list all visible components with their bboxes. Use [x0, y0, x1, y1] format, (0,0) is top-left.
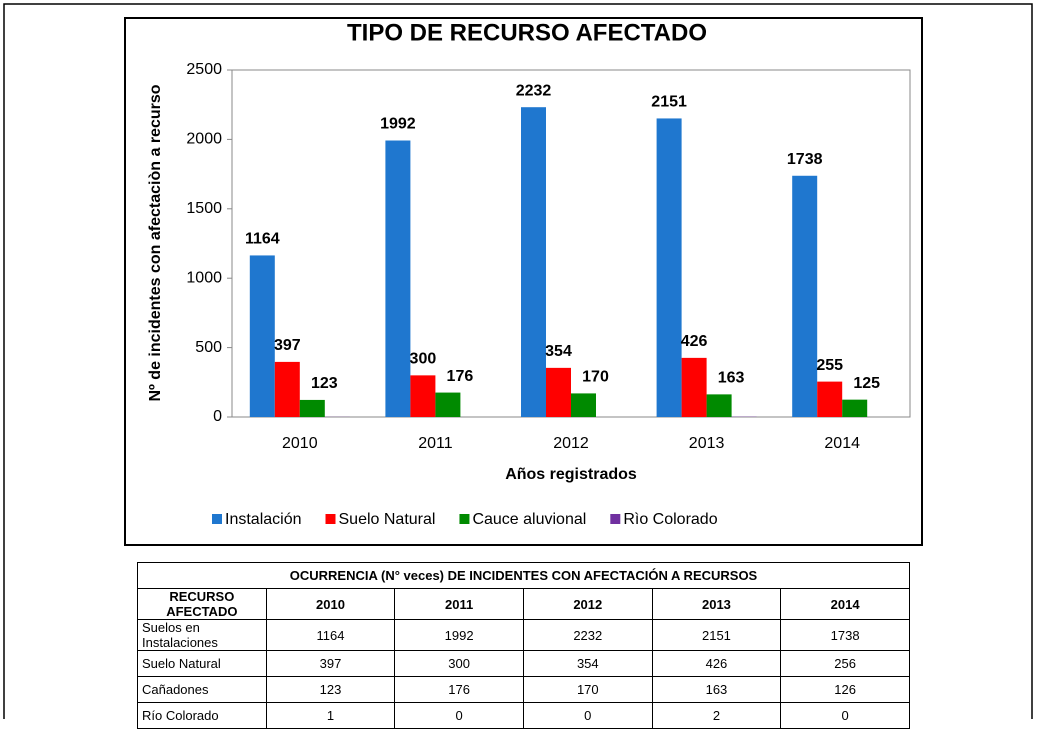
bar [521, 107, 546, 417]
table-cell: 176 [395, 677, 524, 703]
data-label: 1164 [245, 231, 280, 248]
bar [817, 382, 842, 417]
bar [275, 362, 300, 417]
data-label: 2151 [651, 94, 687, 111]
table-cell: 123 [266, 677, 395, 703]
data-label: 1992 [380, 116, 416, 133]
table-cell: 300 [395, 651, 524, 677]
table-cell: 2011 [395, 589, 524, 620]
table-row: OCURRENCIA (N° veces) DE INCIDENTES CON … [138, 563, 910, 589]
table-cell: 0 [523, 703, 652, 729]
x-tick-label: 2011 [418, 435, 453, 452]
y-tick-label: 500 [195, 339, 222, 356]
table-cell: 2012 [523, 589, 652, 620]
table-cell: 397 [266, 651, 395, 677]
bar [546, 368, 571, 417]
y-tick-label: 0 [213, 408, 222, 425]
table-cell: 2013 [652, 589, 781, 620]
table-cell: RECURSO AFECTADO [138, 589, 267, 620]
legend-label: Suelo Natural [339, 511, 436, 528]
y-tick-label: 2000 [186, 131, 222, 148]
legend-swatch [610, 514, 620, 524]
table-cell: OCURRENCIA (N° veces) DE INCIDENTES CON … [138, 563, 910, 589]
table-cell: 2232 [523, 620, 652, 651]
legend-swatch [326, 514, 336, 524]
table-cell: 163 [652, 677, 781, 703]
legend-label: Instalación [225, 511, 302, 528]
data-label: 125 [853, 375, 880, 392]
table-cell: 170 [523, 677, 652, 703]
legend-label: Rìo Colorado [623, 511, 717, 528]
table-cell: 126 [781, 677, 910, 703]
x-tick-label: 2014 [824, 435, 860, 452]
table-cell: 1738 [781, 620, 910, 651]
data-label: 1738 [787, 151, 823, 168]
table-cell: 2 [652, 703, 781, 729]
x-tick-label: 2010 [282, 435, 318, 452]
bar [842, 400, 867, 417]
data-label: 170 [582, 369, 609, 386]
bar [707, 394, 732, 417]
x-tick-label: 2012 [553, 435, 589, 452]
table-cell: 0 [781, 703, 910, 729]
table-cell: 0 [395, 703, 524, 729]
bar [792, 176, 817, 417]
table-cell: 1 [266, 703, 395, 729]
data-label: 2232 [516, 82, 552, 99]
bar [571, 393, 596, 417]
bar [385, 141, 410, 417]
y-tick-label: 1500 [186, 200, 222, 217]
data-label: 300 [410, 351, 437, 368]
legend-label: Cauce aluvional [472, 511, 586, 528]
table-cell: 2010 [266, 589, 395, 620]
legend-swatch [459, 514, 469, 524]
bar [435, 393, 460, 417]
table-cell: 256 [781, 651, 910, 677]
bar [657, 118, 682, 417]
bar [682, 358, 707, 417]
bar [410, 375, 435, 417]
table-cell: 426 [652, 651, 781, 677]
data-label: 176 [447, 368, 474, 385]
data-label: 397 [274, 337, 301, 354]
table-cell: Suelo Natural [138, 651, 267, 677]
table-cell: 1164 [266, 620, 395, 651]
table-cell: 2014 [781, 589, 910, 620]
data-label: 123 [311, 375, 338, 392]
bar [300, 400, 325, 417]
bar [250, 255, 275, 417]
data-label: 163 [718, 370, 745, 387]
y-tick-label: 2500 [186, 61, 222, 78]
table-cell: Río Colorado [138, 703, 267, 729]
x-tick-label: 2013 [689, 435, 725, 452]
legend-swatch [212, 514, 222, 524]
table-cell: Suelos en Instalaciones [138, 620, 267, 651]
chart-title: TIPO DE RECURSO AFECTADO [347, 19, 707, 46]
table-cell: 2151 [652, 620, 781, 651]
table-cell: Cañadones [138, 677, 267, 703]
data-label: 354 [545, 343, 572, 360]
x-axis-title: Años registrados [505, 466, 637, 483]
table-cell: 1992 [395, 620, 524, 651]
y-axis-title: Nº de incidentes con afectaciòn a recurs… [147, 84, 164, 401]
table-cell: 354 [523, 651, 652, 677]
y-tick-label: 1000 [186, 269, 222, 286]
data-table: OCURRENCIA (N° veces) DE INCIDENTES CON … [137, 562, 910, 729]
data-label: 255 [816, 357, 843, 374]
data-label: 426 [681, 333, 708, 350]
